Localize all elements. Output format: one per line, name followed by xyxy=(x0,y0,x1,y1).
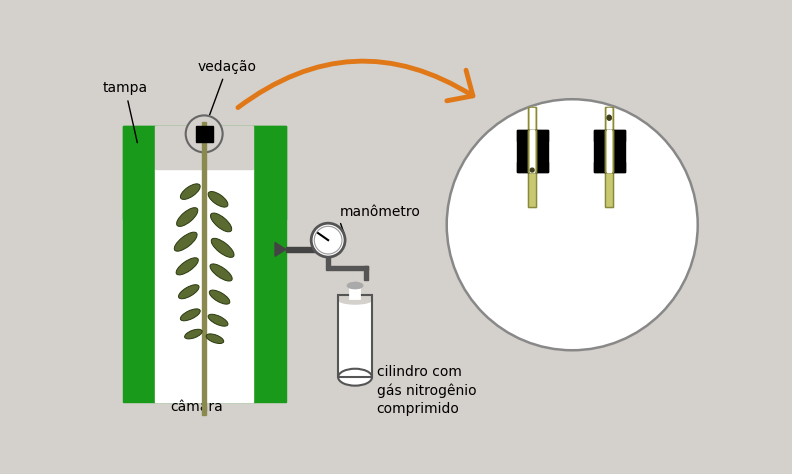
Circle shape xyxy=(447,99,698,350)
Text: manômetro: manômetro xyxy=(340,205,421,219)
Ellipse shape xyxy=(174,232,197,251)
Bar xyxy=(531,109,534,169)
Ellipse shape xyxy=(181,309,200,321)
Bar xyxy=(594,162,625,173)
Polygon shape xyxy=(275,242,286,256)
Text: vedação: vedação xyxy=(198,60,257,117)
Bar xyxy=(253,126,286,219)
Ellipse shape xyxy=(209,290,230,304)
Bar xyxy=(155,169,253,402)
Bar xyxy=(123,373,286,402)
Bar xyxy=(353,283,356,286)
Bar xyxy=(516,130,547,141)
Bar xyxy=(326,257,330,266)
Bar xyxy=(196,126,212,142)
Bar xyxy=(594,130,606,173)
Bar xyxy=(364,266,368,280)
Ellipse shape xyxy=(178,285,199,299)
Ellipse shape xyxy=(338,369,372,384)
Text: cilindro com
gás nitrogênio
comprimido: cilindro com gás nitrogênio comprimido xyxy=(377,365,476,416)
Bar xyxy=(338,300,372,376)
Ellipse shape xyxy=(338,295,372,304)
Bar xyxy=(607,109,611,118)
Bar xyxy=(286,247,340,252)
Text: tampa: tampa xyxy=(102,82,147,143)
Bar xyxy=(326,247,330,255)
Ellipse shape xyxy=(208,191,228,207)
Ellipse shape xyxy=(177,208,198,227)
Bar xyxy=(528,107,536,207)
Bar xyxy=(605,130,614,173)
Bar xyxy=(607,130,611,173)
Bar xyxy=(605,107,614,207)
Circle shape xyxy=(311,223,345,257)
Ellipse shape xyxy=(211,213,232,232)
Bar xyxy=(605,107,614,207)
Bar xyxy=(594,130,625,141)
Ellipse shape xyxy=(176,258,198,275)
Circle shape xyxy=(185,115,223,152)
Bar xyxy=(516,162,547,173)
Bar xyxy=(202,122,206,415)
Bar xyxy=(328,247,340,252)
Bar xyxy=(607,120,611,166)
Ellipse shape xyxy=(348,283,363,289)
Bar xyxy=(535,130,547,173)
Ellipse shape xyxy=(607,115,611,120)
Bar xyxy=(326,266,368,270)
Bar xyxy=(155,126,253,169)
Bar xyxy=(350,285,360,300)
Text: coluna
de seiva
após a
compressão: coluna de seiva após a compressão xyxy=(569,215,649,276)
Ellipse shape xyxy=(531,168,534,172)
Bar xyxy=(531,130,534,173)
Text: câmara: câmara xyxy=(170,394,223,413)
Bar xyxy=(338,295,372,377)
Bar xyxy=(528,130,536,173)
FancyArrowPatch shape xyxy=(238,61,473,108)
Bar xyxy=(123,169,155,373)
Ellipse shape xyxy=(210,264,232,281)
Bar xyxy=(123,126,286,169)
Bar xyxy=(253,169,286,373)
Text: coluna
de seiva
antes da
compressão: coluna de seiva antes da compressão xyxy=(492,215,573,276)
Ellipse shape xyxy=(206,334,223,344)
Ellipse shape xyxy=(208,314,228,326)
Bar xyxy=(612,130,625,173)
Ellipse shape xyxy=(211,238,234,257)
Ellipse shape xyxy=(607,115,611,120)
Ellipse shape xyxy=(185,329,202,339)
Bar xyxy=(123,126,155,219)
Ellipse shape xyxy=(531,168,534,172)
Bar xyxy=(605,130,614,173)
Bar xyxy=(528,130,536,173)
Bar xyxy=(528,107,536,207)
Ellipse shape xyxy=(181,184,200,200)
Bar xyxy=(516,130,529,173)
